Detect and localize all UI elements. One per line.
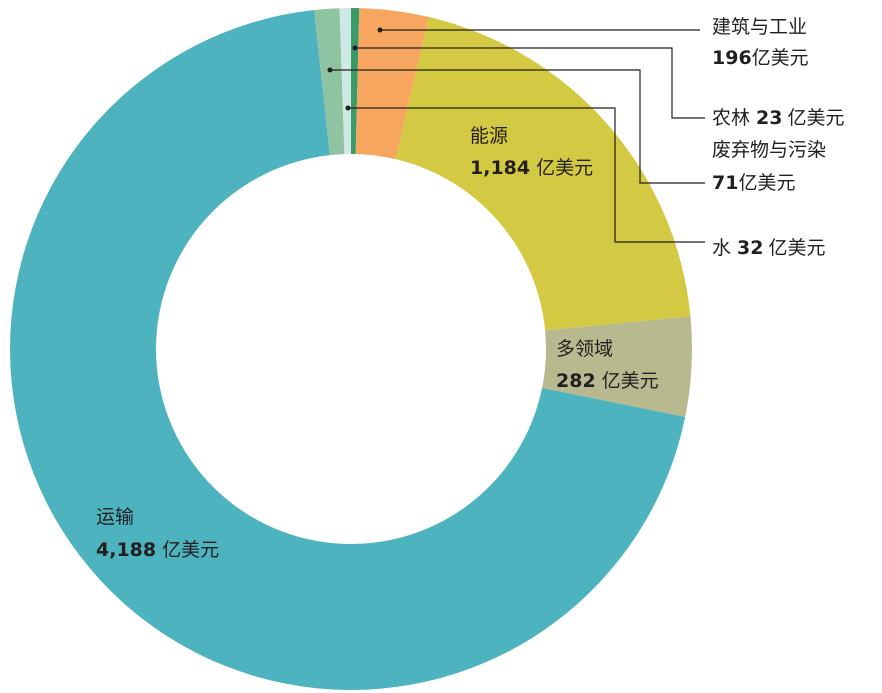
donut-segment — [9, 9, 686, 691]
unit-label: 亿美元 — [787, 107, 844, 129]
category-name: 运输 — [96, 506, 134, 528]
value-label-group: 4,188 亿美元 — [96, 539, 219, 561]
donut-segment — [542, 316, 692, 418]
value-label: 71 — [712, 172, 738, 194]
unit-label: 亿美元 — [768, 237, 825, 259]
value-label: 196 — [712, 47, 752, 69]
category-name: 能源 — [470, 125, 508, 147]
value-label-group: 1,184 亿美元 — [470, 157, 593, 179]
unit-label: 亿美元 — [752, 47, 809, 69]
value-label-group: 196亿美元 — [712, 47, 809, 69]
leader-dot — [377, 27, 383, 33]
donut-segment — [351, 8, 360, 155]
value-label: 282 — [556, 370, 596, 392]
segment-label: 水 32 亿美元 — [712, 237, 825, 259]
category-name: 废弃物与污染 — [712, 139, 826, 161]
leader-dot — [327, 67, 333, 73]
category-name: 农林 — [712, 107, 750, 129]
leader-line — [355, 47, 705, 119]
value-label: 23 — [756, 107, 782, 129]
unit-label: 亿美元 — [536, 157, 593, 179]
donut-segment — [339, 8, 351, 155]
donut-segment — [355, 8, 429, 160]
donut-segment — [395, 16, 691, 331]
category-name: 水 — [712, 237, 731, 259]
value-label-group: 282 亿美元 — [556, 370, 659, 392]
segment-label: 农林 23 亿美元 — [712, 107, 844, 129]
leader-line — [330, 69, 705, 184]
category-name: 多领域 — [556, 338, 613, 360]
value-label: 32 — [737, 237, 763, 259]
value-label-group: 71亿美元 — [712, 172, 795, 194]
unit-label: 亿美元 — [162, 539, 219, 561]
leader-dot — [352, 45, 358, 51]
value-label: 1,184 — [470, 157, 530, 179]
unit-label: 亿美元 — [738, 172, 795, 194]
category-name: 建筑与工业 — [712, 16, 807, 38]
value-label: 4,188 — [96, 539, 156, 561]
donut-segment — [314, 8, 345, 156]
unit-label: 亿美元 — [602, 370, 659, 392]
leader-line — [348, 107, 705, 243]
leader-dot — [345, 105, 351, 111]
